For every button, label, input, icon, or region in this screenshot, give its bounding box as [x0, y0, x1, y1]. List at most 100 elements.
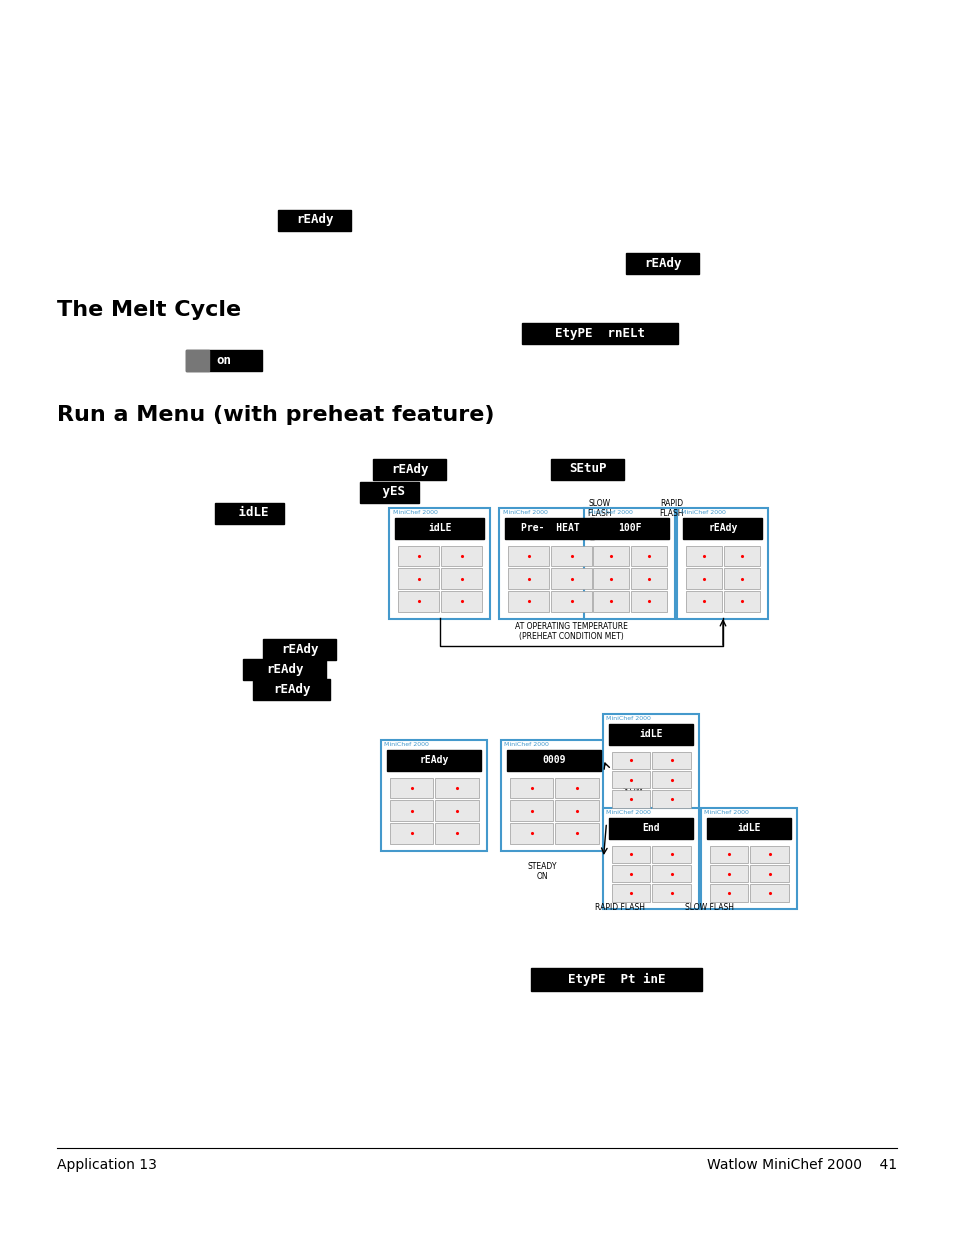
Text: AT OPERATING TEMPERATURE
(PREHEAT CONDITION MET): AT OPERATING TEMPERATURE (PREHEAT CONDIT…	[514, 622, 627, 641]
FancyBboxPatch shape	[435, 778, 478, 798]
FancyBboxPatch shape	[551, 590, 592, 611]
Text: 0009: 0009	[541, 755, 565, 764]
Text: RAPID
FLASH: RAPID FLASH	[659, 499, 683, 517]
FancyBboxPatch shape	[390, 800, 433, 821]
FancyBboxPatch shape	[387, 750, 480, 771]
FancyBboxPatch shape	[508, 546, 549, 566]
FancyBboxPatch shape	[508, 568, 549, 589]
FancyBboxPatch shape	[186, 350, 262, 370]
FancyBboxPatch shape	[380, 740, 486, 851]
Text: SLOW FLASH: SLOW FLASH	[685, 903, 734, 911]
Text: yES: yES	[375, 485, 405, 499]
Text: idLE: idLE	[428, 522, 452, 534]
FancyBboxPatch shape	[612, 771, 650, 788]
FancyBboxPatch shape	[723, 568, 760, 589]
Text: SLOW
FLASH: SLOW FLASH	[587, 499, 612, 517]
FancyBboxPatch shape	[398, 546, 439, 566]
FancyBboxPatch shape	[278, 210, 351, 231]
Text: End: End	[641, 823, 659, 832]
FancyBboxPatch shape	[706, 818, 790, 839]
FancyBboxPatch shape	[374, 458, 446, 479]
Text: rEAdy: rEAdy	[266, 662, 303, 676]
FancyBboxPatch shape	[389, 508, 490, 619]
FancyBboxPatch shape	[709, 864, 748, 882]
FancyBboxPatch shape	[652, 752, 690, 769]
FancyBboxPatch shape	[612, 790, 650, 808]
Text: RAPID FLASH: RAPID FLASH	[595, 903, 644, 911]
FancyBboxPatch shape	[441, 568, 482, 589]
FancyBboxPatch shape	[510, 778, 553, 798]
Text: 100F: 100F	[618, 522, 641, 534]
FancyBboxPatch shape	[652, 864, 690, 882]
FancyBboxPatch shape	[555, 823, 598, 844]
FancyBboxPatch shape	[555, 800, 598, 821]
Text: Watlow MiniChef 2000    41: Watlow MiniChef 2000 41	[706, 1158, 896, 1172]
FancyBboxPatch shape	[602, 808, 699, 909]
FancyBboxPatch shape	[682, 517, 761, 538]
Text: EtyPE  Pt inE: EtyPE Pt inE	[568, 972, 665, 986]
Text: rEAdy: rEAdy	[643, 257, 681, 269]
FancyBboxPatch shape	[531, 967, 701, 990]
Text: rEAdy: rEAdy	[296, 214, 334, 226]
FancyBboxPatch shape	[686, 568, 721, 589]
Text: MiniChef 2000: MiniChef 2000	[703, 810, 749, 815]
Text: idLE: idLE	[231, 506, 269, 520]
FancyBboxPatch shape	[652, 790, 690, 808]
Text: Pre-  HEAT: Pre- HEAT	[520, 522, 578, 534]
FancyBboxPatch shape	[551, 568, 592, 589]
FancyBboxPatch shape	[626, 252, 699, 273]
FancyBboxPatch shape	[750, 864, 788, 882]
FancyBboxPatch shape	[590, 517, 669, 538]
Text: MiniChef 2000: MiniChef 2000	[680, 510, 725, 515]
Text: MiniChef 2000: MiniChef 2000	[504, 742, 549, 747]
Text: The Melt Cycle: The Melt Cycle	[57, 300, 241, 320]
Text: MiniChef 2000: MiniChef 2000	[393, 510, 437, 515]
FancyBboxPatch shape	[360, 482, 419, 503]
FancyBboxPatch shape	[631, 546, 667, 566]
FancyBboxPatch shape	[395, 517, 484, 538]
FancyBboxPatch shape	[435, 823, 478, 844]
FancyBboxPatch shape	[631, 590, 667, 611]
Text: MiniChef 2000: MiniChef 2000	[606, 716, 651, 721]
Text: rEAdy: rEAdy	[391, 462, 428, 475]
FancyBboxPatch shape	[499, 508, 599, 619]
FancyBboxPatch shape	[263, 638, 336, 659]
FancyBboxPatch shape	[435, 800, 478, 821]
FancyBboxPatch shape	[510, 800, 553, 821]
FancyBboxPatch shape	[186, 350, 210, 370]
FancyBboxPatch shape	[608, 724, 692, 745]
Text: MiniChef 2000: MiniChef 2000	[587, 510, 632, 515]
FancyBboxPatch shape	[500, 740, 606, 851]
Text: rEAdy: rEAdy	[419, 755, 448, 764]
FancyBboxPatch shape	[723, 546, 760, 566]
FancyBboxPatch shape	[612, 864, 650, 882]
FancyBboxPatch shape	[750, 884, 788, 902]
Text: MiniChef 2000: MiniChef 2000	[502, 510, 547, 515]
FancyBboxPatch shape	[243, 658, 326, 679]
FancyBboxPatch shape	[709, 884, 748, 902]
FancyBboxPatch shape	[398, 590, 439, 611]
FancyBboxPatch shape	[593, 546, 629, 566]
Text: EtyPE  rnELt: EtyPE rnELt	[555, 326, 644, 340]
Text: SLOW
FLASH: SLOW FLASH	[621, 785, 646, 805]
Text: rEAdy: rEAdy	[281, 642, 318, 656]
FancyBboxPatch shape	[510, 823, 553, 844]
Text: idLE: idLE	[737, 823, 760, 832]
Text: STEADY
ON: STEADY ON	[527, 862, 557, 882]
FancyBboxPatch shape	[652, 846, 690, 863]
FancyBboxPatch shape	[508, 590, 549, 611]
FancyBboxPatch shape	[398, 568, 439, 589]
FancyBboxPatch shape	[551, 546, 592, 566]
FancyBboxPatch shape	[700, 808, 796, 909]
FancyBboxPatch shape	[593, 590, 629, 611]
FancyBboxPatch shape	[390, 778, 433, 798]
FancyBboxPatch shape	[551, 458, 624, 479]
Text: MiniChef 2000: MiniChef 2000	[384, 742, 429, 747]
Text: rEAdy: rEAdy	[273, 683, 311, 695]
FancyBboxPatch shape	[709, 846, 748, 863]
FancyBboxPatch shape	[612, 846, 650, 863]
FancyBboxPatch shape	[686, 590, 721, 611]
FancyBboxPatch shape	[602, 714, 699, 815]
FancyBboxPatch shape	[555, 778, 598, 798]
Text: rEAdy: rEAdy	[707, 522, 737, 534]
